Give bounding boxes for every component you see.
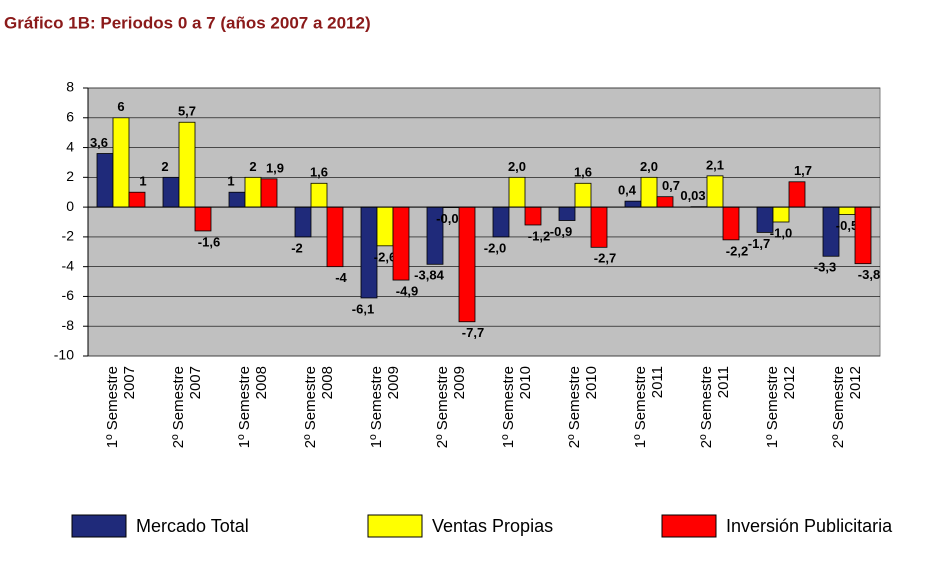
bar: [524, 206, 542, 226]
value-label: 0,03: [680, 188, 705, 203]
bar: [260, 178, 278, 208]
y-tick-label: 8: [66, 79, 74, 95]
x-tick-label: 1º Semestre2012: [764, 366, 798, 448]
bar: [492, 206, 510, 238]
value-label: -3,84: [414, 268, 444, 283]
legend-swatch: [367, 514, 423, 538]
x-tick-label: 1º Semestre2007: [104, 366, 138, 448]
value-label: -0,5: [836, 218, 858, 233]
y-tick-label: 6: [66, 108, 74, 124]
bar: [706, 175, 724, 208]
value-label: 2,0: [640, 159, 658, 174]
value-label: -1,2: [528, 228, 550, 243]
value-label: 2: [249, 159, 256, 174]
bar: [162, 176, 180, 208]
x-tick-label: 2º Semestre2012: [830, 366, 864, 448]
x-tick-label: 1º Semestre2010: [500, 366, 534, 448]
y-tick-label: -10: [54, 347, 74, 363]
x-tick-label: 2º Semestre2008: [302, 366, 336, 448]
value-label: 1,7: [794, 163, 812, 178]
value-label: 1: [139, 174, 146, 189]
value-label: -0,9: [550, 224, 572, 239]
y-tick-label: -2: [62, 228, 75, 244]
y-tick-label: -8: [62, 317, 75, 333]
bar: [722, 206, 740, 241]
value-label: 2: [161, 159, 168, 174]
bar: [244, 176, 262, 208]
value-label: -7,7: [462, 325, 484, 340]
value-label: -1,6: [198, 234, 220, 249]
bar: [590, 206, 608, 248]
value-label: -2,0: [484, 240, 506, 255]
bar: [656, 196, 674, 208]
value-label: 2,0: [508, 159, 526, 174]
bar: [228, 191, 246, 208]
bar: [772, 206, 790, 223]
bar: [624, 200, 642, 208]
value-label: -2,2: [726, 243, 748, 258]
bar: [854, 206, 872, 265]
value-label: 1,6: [574, 165, 592, 180]
bar: [310, 182, 328, 208]
value-label: 1,6: [310, 165, 328, 180]
legend-label: Ventas Propias: [432, 516, 553, 536]
y-tick-label: -6: [62, 287, 75, 303]
value-label: -2: [291, 240, 303, 255]
value-label: 6: [117, 99, 124, 114]
chart-title: Gráfico 1B: Periodos 0 a 7 (años 2007 a …: [4, 13, 371, 32]
x-tick-label: 1º Semestre2008: [236, 366, 270, 448]
x-tick-label: 2º Semestre2011: [698, 366, 732, 448]
bar: [128, 191, 146, 208]
value-label: -3,8: [858, 267, 880, 282]
value-label: 0,4: [618, 183, 637, 198]
bar: [558, 206, 576, 221]
legend-label: Inversión Publicitaria: [726, 516, 893, 536]
value-label: 0,7: [662, 178, 680, 193]
y-tick-label: 0: [66, 198, 74, 214]
bar: [112, 117, 130, 208]
bar: [376, 206, 394, 247]
bar: [640, 176, 658, 208]
x-tick-label: 2º Semestre2010: [566, 366, 600, 448]
bar: [96, 153, 114, 208]
bar: [838, 206, 856, 215]
bar: [294, 206, 312, 238]
value-label: 5,7: [178, 104, 196, 119]
value-label: 1,9: [266, 160, 284, 175]
x-tick-label: 2º Semestre2009: [434, 366, 468, 448]
value-label: -1,0: [770, 225, 792, 240]
value-label: -2,6: [374, 249, 396, 264]
bar: [508, 176, 526, 208]
bar: [458, 206, 476, 323]
value-label: -4: [335, 270, 347, 285]
legend-swatch: [661, 514, 717, 538]
value-label: -2,7: [594, 251, 616, 266]
bar: [788, 181, 806, 208]
value-label: 3,6: [90, 135, 108, 150]
bar: [178, 121, 196, 208]
value-label: 1: [227, 174, 234, 189]
legend-swatch: [71, 514, 127, 538]
plot-area: [87, 87, 881, 357]
x-tick-label: 1º Semestre2011: [632, 366, 666, 448]
value-label: -3,3: [814, 260, 836, 275]
value-label: -4,9: [396, 284, 418, 299]
y-tick-label: 4: [66, 138, 74, 154]
x-tick-label: 2º Semestre2007: [170, 366, 204, 448]
legend-label: Mercado Total: [136, 516, 249, 536]
bar: [194, 206, 212, 232]
x-tick-label: 1º Semestre2009: [368, 366, 402, 448]
y-tick-label: 2: [66, 168, 74, 184]
bar: [574, 182, 592, 208]
bar: [392, 206, 410, 281]
y-tick-label: -4: [62, 257, 75, 273]
value-label: -1,7: [748, 236, 770, 251]
value-label: -6,1: [352, 301, 374, 316]
value-label: 2,1: [706, 157, 724, 172]
bar: [326, 206, 344, 268]
value-label: -0,03: [436, 211, 466, 226]
